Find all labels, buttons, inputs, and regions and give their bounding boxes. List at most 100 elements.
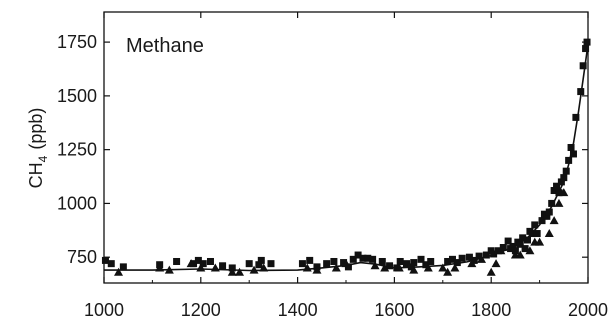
data-point-square [538, 217, 546, 225]
data-point-triangle [438, 263, 448, 272]
x-tick-label: 1800 [471, 300, 511, 320]
data-point-square [475, 252, 483, 260]
data-point-square [194, 256, 202, 264]
data-point-square [119, 263, 127, 271]
data-point-triangle [554, 198, 564, 207]
data-point-square [524, 236, 531, 244]
data-point-square [582, 45, 590, 53]
data-point-triangle [394, 263, 404, 272]
data-point-square [572, 113, 580, 121]
data-point-triangle [515, 250, 525, 259]
data-point-square [499, 244, 507, 252]
data-point-square [407, 263, 415, 271]
data-point-triangle [312, 265, 322, 274]
y-axis-ticks: 750 1000 1250 1500 1750 [57, 32, 588, 267]
data-point-square [306, 256, 314, 264]
data-point-square [555, 189, 563, 197]
data-point-square [533, 230, 541, 238]
data-point-triangle [114, 267, 124, 276]
data-point-square [257, 256, 265, 264]
x-tick-label: 1600 [374, 300, 414, 320]
data-point-square [557, 178, 565, 186]
y-tick-label: 1000 [57, 193, 97, 213]
data-point-square [583, 38, 591, 46]
data-point-triangle [443, 267, 453, 276]
data-point-square [107, 260, 115, 268]
data-point-square [545, 208, 553, 216]
data-point-square [567, 144, 575, 151]
data-point-square [298, 260, 306, 268]
data-point-square [427, 257, 435, 265]
data-point-triangle [496, 246, 506, 255]
data-point-square [101, 256, 109, 264]
data-point-triangle [227, 267, 237, 276]
data-point-square [548, 199, 556, 207]
y-tick-label: 1500 [57, 86, 97, 106]
data-point-triangle [467, 259, 477, 268]
data-point-square [199, 260, 207, 268]
x-tick-label: 1200 [181, 300, 221, 320]
data-point-triangle [549, 216, 559, 225]
x-tick-label: 1400 [278, 300, 318, 320]
data-point-triangle [486, 267, 496, 276]
data-point-square [349, 255, 357, 263]
data-point-square [359, 254, 367, 262]
data-point-square [267, 260, 275, 268]
data-point-triangle [491, 259, 501, 268]
data-point-triangle [186, 259, 196, 268]
data-point-triangle [249, 265, 259, 274]
data-point-square [482, 251, 490, 259]
data-point-square [410, 259, 418, 267]
data-point-triangle [544, 229, 554, 238]
data-point-triangle [331, 263, 341, 272]
data-point-square [245, 260, 253, 268]
data-point-square [521, 245, 529, 253]
data-point-square [553, 182, 561, 190]
data-point-square [470, 256, 478, 264]
data-point-square [206, 257, 214, 265]
x-tick-label: 1000 [84, 300, 124, 320]
data-point-square [219, 262, 227, 270]
data-point-square [490, 250, 498, 258]
data-point-square [354, 251, 362, 259]
x-tick-label: 2000 [568, 300, 608, 320]
data-point-triangle [210, 263, 220, 272]
data-point-square [579, 62, 587, 70]
chart-title: Methane [126, 35, 204, 57]
data-point-square [504, 237, 512, 245]
data-point-square [577, 88, 585, 96]
data-point-square [386, 262, 394, 270]
y-tick-label: 1250 [57, 140, 97, 160]
data-point-square [403, 260, 410, 268]
data-point-square [550, 187, 558, 195]
data-point-square [369, 255, 377, 263]
y-axis-label-unit: (ppb) [26, 108, 46, 150]
data-point-square [531, 221, 539, 229]
data-point-square [560, 174, 568, 182]
data-point-square [255, 261, 263, 269]
data-point-square [378, 257, 386, 265]
data-point-triangle [423, 263, 433, 272]
data-point-triangle [535, 237, 545, 246]
data-point-square [422, 261, 430, 269]
data-point-triangle [259, 263, 269, 272]
data-point-square [565, 156, 573, 164]
data-point-square [173, 257, 181, 265]
data-point-square [543, 212, 551, 220]
data-point-square [364, 254, 372, 262]
data-point-triangle [450, 263, 460, 272]
data-point-square [562, 167, 570, 175]
data-point-square [330, 257, 338, 265]
data-point-triangle [525, 246, 535, 255]
data-point-triangle [341, 259, 351, 268]
data-point-square [528, 230, 536, 238]
data-point-square [569, 150, 577, 158]
y-tick-label: 750 [67, 247, 97, 267]
data-point-square [458, 254, 466, 262]
y-axis-label-subscript: 4 [36, 155, 50, 162]
data-point-triangle [477, 254, 487, 263]
data-point-triangle [559, 188, 569, 197]
data-point-triangle [370, 261, 380, 270]
y-axis-label-main: CH [26, 162, 46, 188]
